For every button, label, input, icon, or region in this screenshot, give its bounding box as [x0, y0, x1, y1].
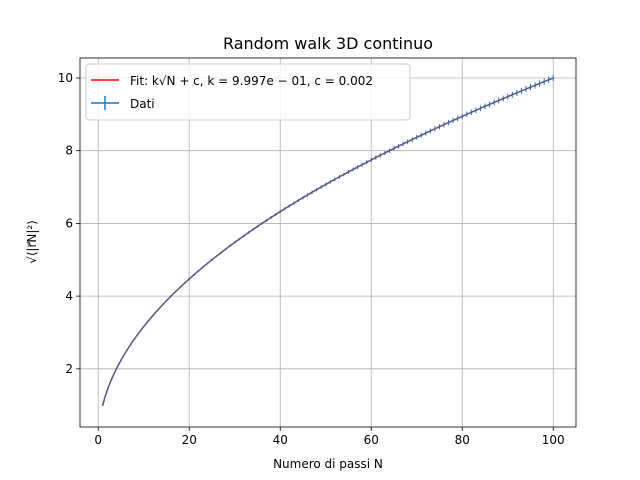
legend-fit-label: Fit: k√N + c, k = 9.997e − 01, c = 0.002	[130, 74, 373, 88]
legend-box	[85, 63, 411, 121]
data-point	[484, 105, 486, 108]
fit-line	[102, 77, 554, 406]
x-tick-label: 0	[94, 433, 102, 447]
data-point	[110, 377, 113, 380]
y-tick-label: 2	[65, 362, 73, 376]
data-point	[347, 170, 350, 173]
data-point	[165, 299, 168, 302]
data-line	[102, 77, 554, 406]
data-point	[142, 325, 145, 328]
data-point	[529, 86, 532, 88]
data-point	[324, 183, 327, 186]
x-tick-label: 100	[542, 433, 565, 447]
legend-data-label: Dati	[130, 97, 155, 111]
data-point	[438, 125, 441, 128]
data-point	[415, 136, 418, 139]
data-point	[120, 359, 122, 362]
axes-frame	[79, 57, 577, 428]
data-point	[115, 367, 118, 370]
data-point	[106, 389, 109, 392]
x-axis-label: Numero di passi N	[273, 457, 383, 471]
x-tick-label: 20	[182, 433, 197, 447]
data-point	[211, 258, 213, 261]
x-tick-label: 80	[455, 433, 470, 447]
data-point	[101, 404, 104, 407]
data-point	[256, 225, 259, 228]
data-point	[552, 77, 555, 79]
legend: Fit: k√N + c, k = 9.997e − 01, c = 0.002…	[85, 63, 411, 121]
data-point	[461, 115, 464, 118]
data-point	[506, 95, 509, 98]
y-tick-label: 8	[65, 144, 73, 158]
y-tick-label: 4	[65, 289, 73, 303]
data-point	[233, 241, 236, 244]
y-tick-label: 6	[65, 216, 73, 230]
y-axis-ticks: 2 4 6 8 10	[58, 71, 80, 376]
y-axis-label: √⟨|r⃗N|²⟩	[25, 220, 39, 264]
y-tick-label: 10	[58, 71, 73, 85]
data-point	[393, 147, 395, 150]
series-group	[101, 74, 555, 407]
data-point	[370, 158, 373, 161]
data-point	[279, 210, 282, 213]
data-point	[302, 196, 304, 199]
x-tick-label: 60	[364, 433, 379, 447]
x-tick-label: 40	[273, 433, 288, 447]
chart-title: Random walk 3D continuo	[223, 34, 433, 53]
data-point	[188, 278, 191, 280]
x-axis-ticks: 0 20 40 60 80 100	[94, 427, 565, 447]
